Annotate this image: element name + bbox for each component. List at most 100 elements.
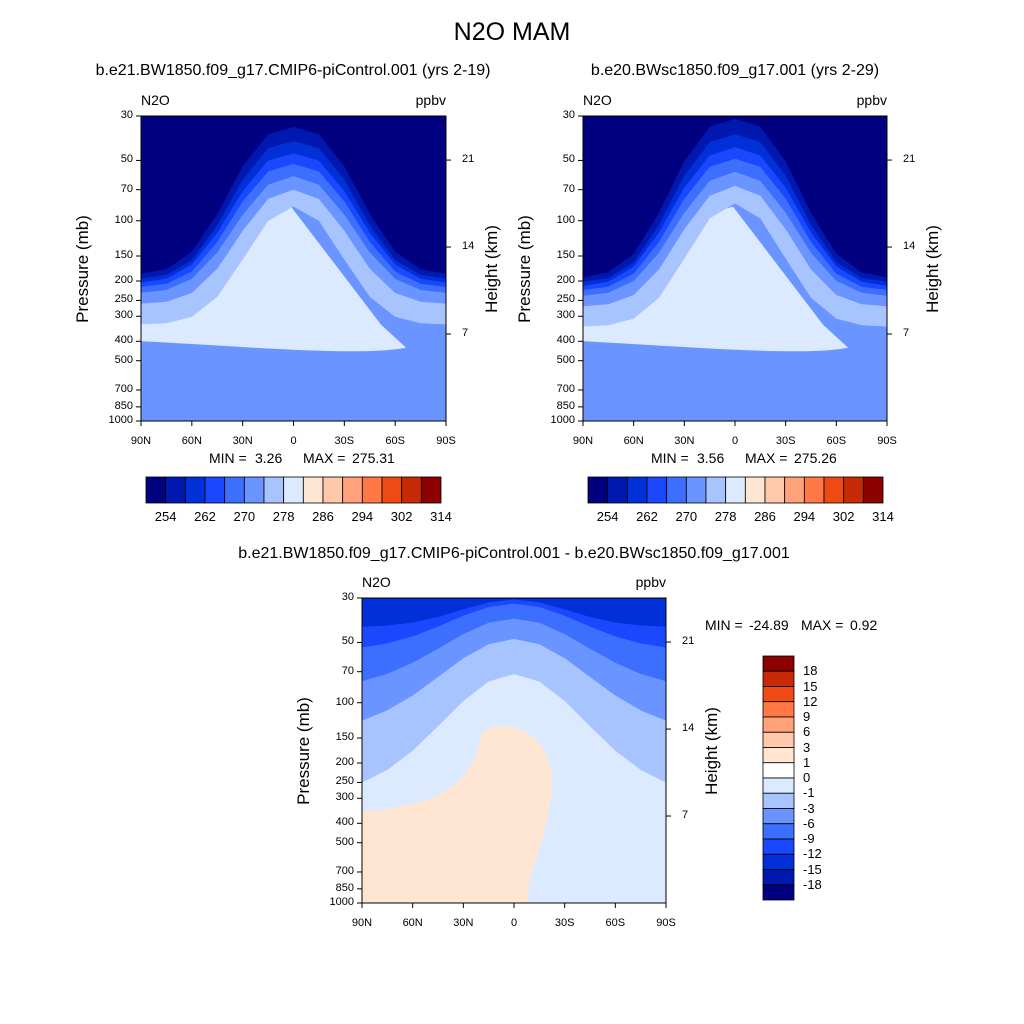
panel-3-colorbar-label: -3 (803, 800, 815, 816)
panel-1-colorbar-swatch (243, 476, 265, 504)
panel-2-colorbar-label: 314 (872, 509, 894, 524)
panel-3-y-tick-label: 100 (335, 695, 354, 708)
panel-3-y-tick-label: 700 (335, 864, 354, 877)
panel-3-x-tick-label: 90S (656, 917, 676, 929)
panel-3-colorbar-swatch (762, 670, 795, 687)
panel-1-y-right-tick-label: 14 (462, 240, 475, 253)
panel-3-stat-max-label: MAX = (801, 617, 844, 633)
panel-3-colorbar-label: 3 (803, 739, 811, 755)
panel-1-y-tick-label: 500 (114, 353, 133, 366)
panel-3-field (362, 598, 666, 903)
panel-2-colorbar-label: 262 (636, 509, 658, 524)
panel-2-y-tick-label: 200 (556, 274, 575, 286)
panel-3-y-axis-title: Pressure (mb) (294, 696, 313, 805)
panel-2-variable-label: N2O (583, 92, 612, 108)
panel-2-x-tick-label: 30S (775, 435, 796, 447)
panel-1-colorbar-label: 270 (233, 509, 256, 524)
panel-1-colorbar-label: 302 (390, 509, 413, 524)
panel-3-variable-label: N2O (362, 574, 391, 590)
panel-2-stat-min-value: 3.56 (697, 450, 725, 466)
panel-3-y-tick-label: 1000 (329, 896, 354, 908)
panel-2-colorbar-label: 270 (675, 509, 698, 524)
panel-2-stat-min-label: MIN = (651, 450, 689, 466)
panel-2-y-tick-label: 50 (562, 153, 575, 166)
panel-1-units-label: ppbv (415, 92, 446, 108)
panel-1-colorbar-swatch (204, 476, 226, 504)
panel-2-colorbar-swatch (823, 476, 845, 504)
panel-3-stat-min-value: -24.89 (749, 617, 789, 633)
panel-2-colorbar-label: 254 (596, 509, 619, 524)
panel-3-colorbar-swatch (762, 686, 795, 703)
panel-1-y-tick-label: 250 (114, 293, 133, 306)
panel-1-colorbar-label: 314 (430, 509, 452, 524)
panel-3-colorbar-label: -9 (803, 831, 815, 846)
panel-2-y-right-tick-label: 21 (903, 153, 916, 166)
panel-3-colorbar-label: -1 (803, 785, 815, 801)
panel-1-y-tick-label: 850 (114, 399, 133, 412)
panel-2-colorbar-swatch (764, 476, 786, 504)
panel-3-y-right-tick-label: 14 (682, 722, 695, 735)
panel-3-y-tick-label: 70 (341, 664, 354, 677)
panel-3-colorbar-swatch (762, 655, 795, 672)
panel-1-field (141, 116, 446, 421)
panel-2-colorbar-swatch (843, 476, 864, 504)
panel-3-colorbar-swatch (762, 716, 795, 733)
panel-1-y-axis-title: Pressure (mb) (73, 214, 92, 323)
panel-3-y-right-tick-label: 21 (682, 635, 695, 648)
panel-2-stat-max-label: MAX = (745, 450, 788, 466)
panel-1-y-tick-label: 1000 (108, 414, 133, 426)
panel-1-x-tick-label: 90S (436, 435, 456, 447)
panel-3-colorbar-label: 1 (803, 754, 811, 770)
panel-3-y-tick-label: 850 (335, 881, 354, 894)
panel-3-colorbar-swatch (762, 762, 795, 779)
panel-2-colorbar-swatch (803, 476, 825, 504)
panel-2-x-tick-label: 60S (826, 435, 847, 447)
panel-2-colorbar-swatch (705, 476, 727, 504)
panel-1-y-tick-label: 100 (114, 213, 133, 226)
panel-2-field (583, 116, 887, 421)
panel-3-colorbar-label: 15 (803, 678, 818, 694)
panel-1-stat-max-value: 275.31 (352, 450, 395, 466)
panel-3-x-tick-label: 60S (605, 917, 626, 929)
panel-2-y-tick-label: 250 (556, 293, 575, 306)
panel-3-y-tick-label: 30 (341, 591, 354, 603)
panel-3-y-tick-label: 150 (335, 730, 354, 743)
panel-1-colorbar-swatch (263, 476, 285, 504)
panel-3-y-tick-label: 300 (335, 791, 354, 804)
panel-3-positive-region (362, 726, 552, 903)
panel-2-y-tick-label: 1000 (550, 414, 575, 426)
panel-2-y-tick-label: 150 (556, 248, 575, 261)
panel-3-colorbar-swatch (762, 792, 795, 809)
panel-1-y-tick-label: 300 (114, 309, 133, 322)
panel-3-colorbar-label: -6 (803, 815, 815, 831)
panel-1-colorbar-swatch (342, 476, 363, 504)
panel-2-x-tick-label: 90S (877, 435, 897, 447)
panel-3-units-label: ppbv (635, 574, 666, 590)
panel-1-stat-max-label: MAX = (303, 450, 346, 466)
panel-1-y-tick-label: 50 (120, 153, 133, 166)
panel-1-y-tick-label: 150 (114, 248, 133, 261)
panel-1-colorbar-swatch (401, 476, 422, 504)
panel-3-x-tick-label: 30N (453, 917, 474, 929)
panel-2-y-right-axis-title: Height (km) (923, 224, 942, 313)
panel-2-colorbar-swatch (626, 476, 648, 504)
panel-1-y-tick-label: 400 (114, 334, 133, 347)
panel-3-y-tick-label: 50 (341, 635, 354, 648)
panel-3-contour-band-5 (362, 598, 666, 627)
panel-1-y-right-axis-title: Height (km) (482, 224, 501, 313)
panel-1-colorbar-swatch (361, 476, 383, 504)
panel-3-colorbar-swatch (762, 853, 795, 870)
panel-1-colorbar-label: 278 (272, 509, 295, 524)
panel-1-lower-band (141, 355, 446, 421)
panel-3-colorbar-label: 6 (803, 724, 811, 740)
panel-1-contour-band-7 (141, 116, 446, 274)
panel-1-colorbar-swatch (381, 476, 403, 504)
panel-1-colorbar-swatch (322, 476, 344, 504)
panel-3-y-right-tick-label: 7 (682, 809, 689, 822)
panel-1-x-tick-label: 30N (232, 435, 253, 447)
panel-1-colorbar-swatch (224, 476, 245, 504)
panel-2-y-tick-label: 400 (556, 334, 575, 347)
panel-2-core (583, 206, 848, 352)
panel-3-colorbar-label: 18 (803, 663, 818, 679)
